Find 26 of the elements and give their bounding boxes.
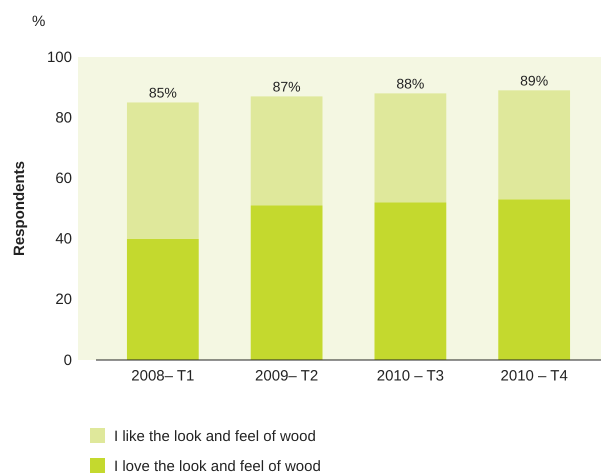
bar	[126, 102, 199, 239]
y-tick-label: 60	[55, 170, 72, 187]
legend-label: I love the look and feel of wood	[114, 458, 321, 475]
y-tick-label: 40	[55, 230, 72, 248]
total-label: 85%	[148, 84, 177, 100]
y-tick-label: 100	[46, 48, 72, 66]
y-tick-label: 0	[64, 352, 72, 369]
x-tick-label: 2010 – T3	[376, 368, 444, 385]
bar	[374, 93, 446, 202]
y-axis-title: Respondents	[11, 160, 28, 256]
x-tick-label: 2010 – T4	[500, 368, 568, 385]
bar	[374, 202, 446, 360]
y-tick-label: 80	[55, 109, 72, 126]
bar	[250, 96, 323, 206]
text: %	[32, 13, 46, 30]
bar	[126, 238, 199, 360]
total-label: 88%	[396, 75, 424, 92]
total-label: 89%	[520, 72, 548, 88]
x-tick-label: 2009– T2	[255, 368, 318, 385]
y-tick-label: 20	[55, 291, 72, 308]
bar	[498, 90, 570, 200]
bar	[250, 205, 323, 360]
total-label: 87%	[272, 78, 301, 94]
legend-label: I like the look and feel of wood	[114, 428, 316, 445]
x-tick-label: 2008– T1	[131, 368, 194, 385]
bar	[498, 199, 570, 360]
